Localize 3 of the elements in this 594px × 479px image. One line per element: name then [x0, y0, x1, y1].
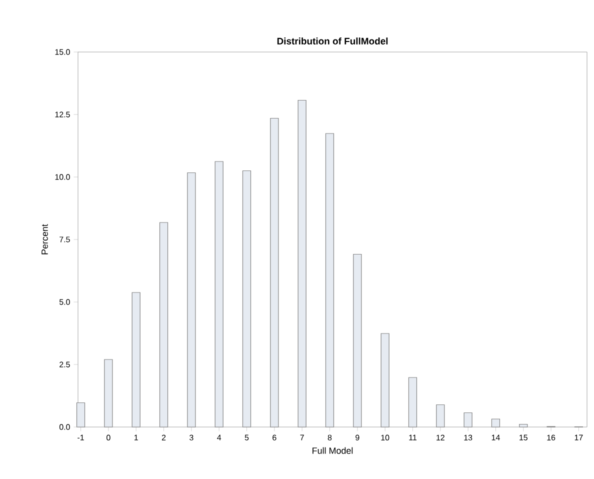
chart-title: Distribution of FullModel	[277, 38, 388, 44]
x-axis-title: Full Model	[312, 447, 353, 454]
y-axis-title: Percent	[42, 224, 48, 254]
